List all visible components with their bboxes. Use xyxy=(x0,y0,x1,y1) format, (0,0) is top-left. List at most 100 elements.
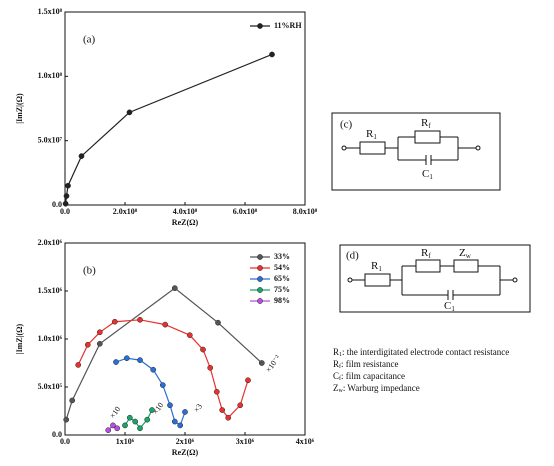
y-tick-label: 0.0 xyxy=(52,430,62,439)
resistor xyxy=(364,273,391,287)
data-point xyxy=(63,416,70,423)
x-tick-label: 4x10⁶ xyxy=(296,437,315,446)
subscript: 1 xyxy=(339,352,342,358)
data-point xyxy=(69,397,76,404)
legend-note: Rf: film resistance xyxy=(333,359,399,370)
y-tick-label: 1.5x10⁸ xyxy=(38,7,63,16)
y-axis-title: |ImZ|(Ω) xyxy=(15,93,24,124)
symbol: R xyxy=(333,359,339,369)
x-tick-label: 8.0x10⁸ xyxy=(293,207,318,216)
subscript: f xyxy=(339,363,341,370)
circuit-label: (c) xyxy=(340,119,353,131)
panel-label: (b) xyxy=(83,265,96,277)
description: : film resistance xyxy=(341,359,398,369)
legend-marker xyxy=(257,254,263,260)
legend-label: 11%RH xyxy=(274,21,302,30)
plot-frame xyxy=(64,242,306,436)
data-point xyxy=(219,407,226,413)
symbol: R xyxy=(333,347,339,357)
x-tick-label: 3x10⁶ xyxy=(236,437,255,446)
subscript: f xyxy=(339,375,341,382)
data-point xyxy=(111,318,118,325)
data-point xyxy=(96,340,103,347)
data-point xyxy=(200,346,206,353)
component-label: C1 xyxy=(422,168,433,181)
annotation: ×10 xyxy=(108,405,123,420)
data-point xyxy=(215,319,221,326)
data-point xyxy=(63,193,70,199)
subscript: 1 xyxy=(373,133,377,141)
data-point xyxy=(245,377,251,384)
data-point xyxy=(78,153,85,159)
resistor xyxy=(359,141,386,155)
data-point xyxy=(126,414,133,421)
terminal xyxy=(347,277,353,283)
subscript: 1 xyxy=(451,305,455,313)
series-line xyxy=(65,287,263,420)
symbol: C xyxy=(333,371,339,381)
component-label: Rf xyxy=(421,247,431,260)
component-label: C1 xyxy=(444,300,455,313)
legend-label: 65% xyxy=(274,274,290,283)
terminal xyxy=(512,277,518,283)
data-point xyxy=(105,427,112,434)
legend-marker xyxy=(257,287,263,293)
legend-marker xyxy=(257,276,263,282)
symbol: R xyxy=(421,117,429,129)
symbol: C xyxy=(444,300,451,312)
description: : the interdigitated electrode contact r… xyxy=(342,347,509,357)
data-point xyxy=(159,382,166,388)
legend-label: 54% xyxy=(274,263,290,272)
circuit-c xyxy=(331,112,501,191)
legend-note: Zw: Warburg impedance xyxy=(333,383,420,394)
data-point xyxy=(150,366,157,373)
data-point xyxy=(96,329,103,336)
data-point xyxy=(137,316,143,323)
data-point xyxy=(167,402,173,409)
y-tick-label: 0.0 xyxy=(52,200,62,209)
series-line xyxy=(115,357,186,427)
data-point xyxy=(62,200,69,207)
data-point xyxy=(122,422,128,429)
subscript: f xyxy=(428,252,431,260)
legend-note: Cf: film capacitance xyxy=(333,371,405,382)
data-point xyxy=(137,357,143,363)
data-point xyxy=(162,321,169,328)
resistor xyxy=(415,259,441,273)
series-line xyxy=(77,319,249,419)
data-point xyxy=(207,364,214,371)
terminal xyxy=(475,145,481,151)
y-axis-title: |ImZ|(Ω) xyxy=(15,323,24,354)
circuit-frame xyxy=(331,112,501,191)
legend-label: 33% xyxy=(274,252,290,261)
x-tick-label: 4.0x10⁸ xyxy=(173,207,198,216)
data-point xyxy=(213,388,220,395)
circuit-label: (d) xyxy=(346,250,359,262)
annotation: ×3 xyxy=(192,402,204,414)
x-axis-title: ReZ(Ω) xyxy=(172,218,199,227)
data-point xyxy=(177,422,184,429)
data-point xyxy=(182,409,188,415)
data-point xyxy=(84,341,91,348)
subscript: f xyxy=(428,122,431,130)
x-tick-label: 2x10⁶ xyxy=(176,437,195,446)
data-point xyxy=(144,416,151,423)
panel-label: (a) xyxy=(83,34,96,46)
data-point xyxy=(110,422,116,429)
circuit-d xyxy=(339,244,531,313)
data-point xyxy=(126,109,133,116)
warburg xyxy=(453,259,479,273)
x-tick-label: 1x10⁶ xyxy=(116,437,135,446)
data-point xyxy=(75,362,82,368)
x-tick-label: 2.0x10⁸ xyxy=(113,207,138,216)
annotation: ×10 xyxy=(151,401,166,416)
data-point xyxy=(171,285,178,291)
data-point xyxy=(258,360,265,366)
symbol: C xyxy=(422,168,429,180)
data-point xyxy=(171,418,178,425)
symbol: R xyxy=(421,247,429,259)
x-tick-label: 0.0 xyxy=(60,437,70,446)
legend-label: 98% xyxy=(274,296,290,305)
x-axis-title: ReZ(Ω) xyxy=(172,448,199,457)
